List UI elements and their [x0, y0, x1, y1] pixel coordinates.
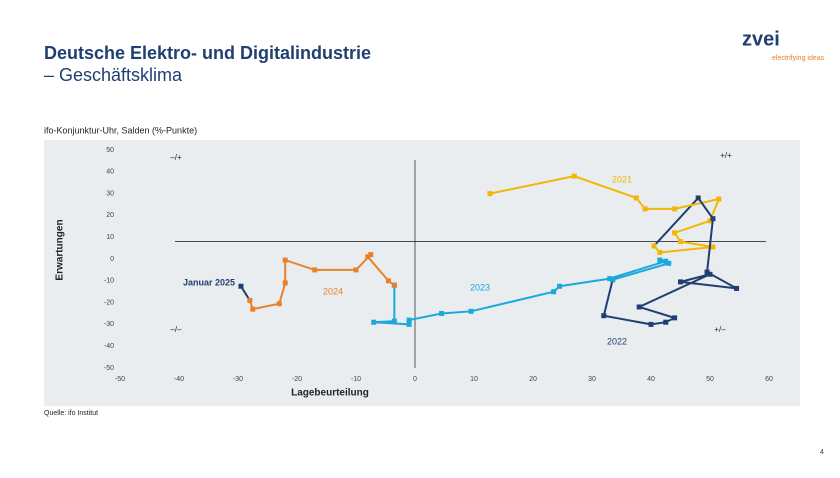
chart-title: ifo-Konjunktur-Uhr, Salden (%-Punkte)	[44, 125, 197, 135]
y-tick-label: -30	[104, 321, 114, 328]
data-point	[648, 321, 654, 327]
quadrant-label: –/–	[170, 325, 182, 334]
data-point	[238, 283, 244, 289]
data-point	[551, 289, 557, 295]
data-point	[391, 318, 397, 324]
data-point	[672, 206, 678, 212]
data-point	[406, 321, 412, 327]
data-point	[707, 218, 713, 224]
data-point	[601, 313, 607, 319]
series-line	[602, 197, 738, 326]
data-point	[557, 283, 563, 289]
data-point	[368, 252, 374, 258]
data-point	[666, 260, 672, 266]
data-point	[636, 304, 642, 310]
subtitle: – Geschäftsklima	[44, 65, 183, 85]
data-point	[276, 301, 282, 307]
series-label: 2024	[323, 286, 343, 296]
x-tick-label: -30	[233, 376, 243, 383]
data-point	[642, 206, 648, 212]
data-point	[610, 277, 616, 283]
x-tick-label: 10	[470, 376, 478, 383]
x-axis-label: Lagebeurteilung	[291, 388, 369, 399]
data-point	[707, 271, 713, 277]
x-tick-label: -20	[292, 376, 302, 383]
y-tick-label: -20	[104, 299, 114, 306]
data-point	[282, 257, 288, 263]
x-tick-label: -40	[174, 376, 184, 383]
y-tick-label: 50	[106, 147, 114, 154]
data-point	[710, 216, 716, 222]
y-tick-label: -40	[104, 343, 114, 350]
series-label: 2022	[607, 336, 627, 346]
y-tick-label: 40	[106, 169, 114, 176]
plot-background	[44, 140, 800, 406]
series-label: 2023	[470, 282, 490, 292]
data-point	[663, 319, 669, 325]
series-line	[489, 175, 721, 254]
data-point	[365, 254, 371, 260]
data-point	[716, 196, 722, 202]
data-point	[468, 308, 474, 314]
data-point	[571, 173, 577, 179]
data-point	[678, 279, 683, 285]
data-point	[672, 315, 678, 321]
x-tick-label: -50	[115, 376, 125, 383]
y-axis-label: Erwartungen	[55, 219, 66, 280]
quadrant-label: +/+	[720, 151, 732, 160]
data-point	[633, 195, 639, 201]
data-point	[353, 267, 359, 273]
y-tick-label: 30	[106, 190, 114, 197]
x-tick-label: 50	[706, 376, 714, 383]
data-point	[710, 244, 716, 250]
y-tick-label: 10	[106, 234, 114, 241]
quadrant-label: –/+	[170, 153, 182, 162]
y-tick-label: 0	[110, 256, 114, 263]
data-point	[371, 319, 377, 325]
source: Quelle: ifo Institut	[44, 410, 98, 417]
data-point	[247, 297, 253, 303]
data-point	[678, 239, 683, 245]
data-point	[672, 230, 678, 236]
series-label: 2021	[612, 174, 632, 184]
y-tick-label: 20	[106, 212, 114, 219]
data-point	[657, 257, 663, 263]
quadrant-label: +/–	[714, 325, 726, 334]
data-point	[607, 276, 613, 282]
data-point	[312, 267, 318, 273]
data-point	[663, 258, 669, 264]
data-point	[657, 249, 663, 255]
page-number: 4	[820, 449, 824, 456]
x-tick-label: 40	[647, 376, 655, 383]
data-point	[439, 311, 445, 316]
y-tick-label: -10	[104, 278, 114, 285]
x-tick-label: -10	[351, 376, 361, 383]
x-tick-label: 30	[588, 376, 596, 383]
data-point	[704, 269, 710, 275]
data-point	[695, 195, 701, 201]
data-point	[734, 285, 740, 291]
data-point	[651, 243, 657, 249]
data-point	[282, 280, 288, 286]
data-point	[406, 317, 412, 323]
x-tick-label: 60	[765, 376, 773, 383]
data-point	[391, 282, 397, 288]
logo-tagline: electrifying ideas	[772, 55, 825, 62]
series-label: Januar 2025	[183, 277, 235, 287]
x-tick-label: 20	[529, 376, 537, 383]
data-point	[250, 306, 256, 312]
logo: zvei	[742, 28, 780, 50]
y-tick-label: -50	[104, 365, 114, 372]
data-point	[385, 278, 391, 284]
data-point	[487, 191, 493, 197]
title: Deutsche Elektro- und Digitalindustrie	[44, 43, 371, 63]
x-tick-label: 0	[413, 376, 417, 383]
